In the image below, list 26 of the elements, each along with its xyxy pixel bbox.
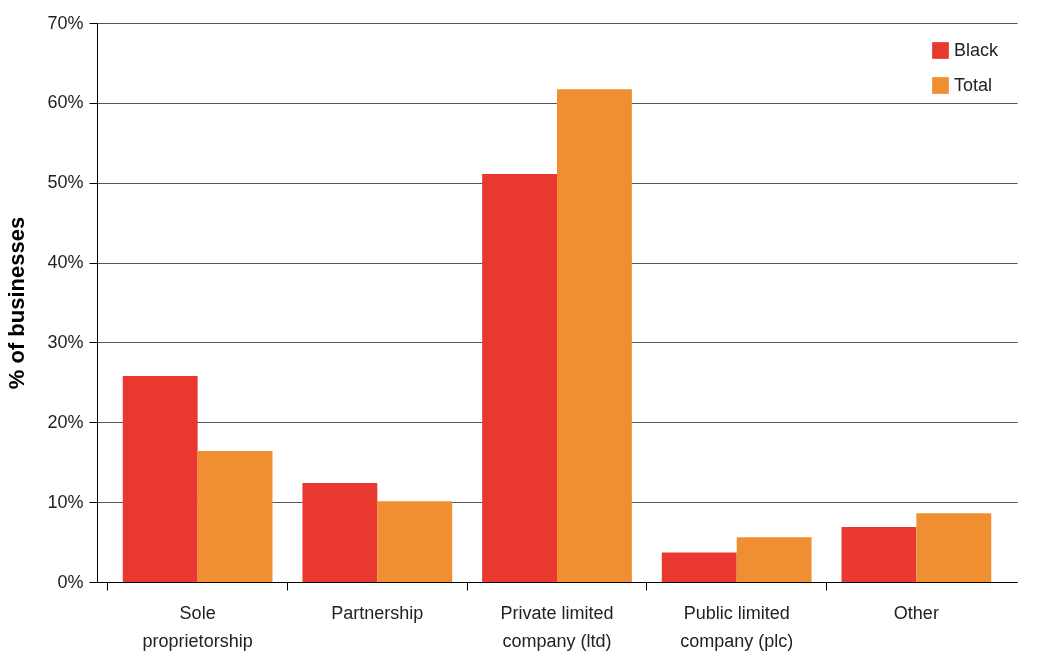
x-tick-label: Sole proprietorship [142, 602, 253, 651]
y-tick-label: 10% [47, 491, 84, 512]
y-tick-label: 50% [47, 172, 84, 193]
y-axis-title: % of businesses [4, 216, 30, 390]
x-tick-label: Partnership [331, 602, 424, 623]
legend-label: Black [954, 39, 1000, 60]
y-tick-label: 0% [57, 571, 84, 592]
bar [302, 482, 378, 582]
bar [736, 537, 812, 582]
x-tick-label: Public limited company (plc) [680, 602, 794, 651]
bar [661, 552, 737, 582]
y-tick-label: 60% [47, 92, 84, 113]
x-tick-label: Private limited company (ltd) [500, 602, 614, 651]
y-tick-label: 40% [47, 252, 84, 273]
bar [841, 526, 917, 582]
y-tick-label: 20% [47, 411, 84, 432]
y-tick-label: 30% [47, 331, 84, 352]
bar [916, 513, 992, 582]
legend-label: Total [954, 74, 993, 95]
bar [197, 451, 273, 582]
x-tick-label: Other [893, 602, 939, 623]
bar [482, 173, 557, 582]
bar [122, 375, 198, 582]
bar [377, 501, 453, 582]
bar [557, 89, 632, 582]
y-tick-label: 70% [47, 12, 84, 33]
